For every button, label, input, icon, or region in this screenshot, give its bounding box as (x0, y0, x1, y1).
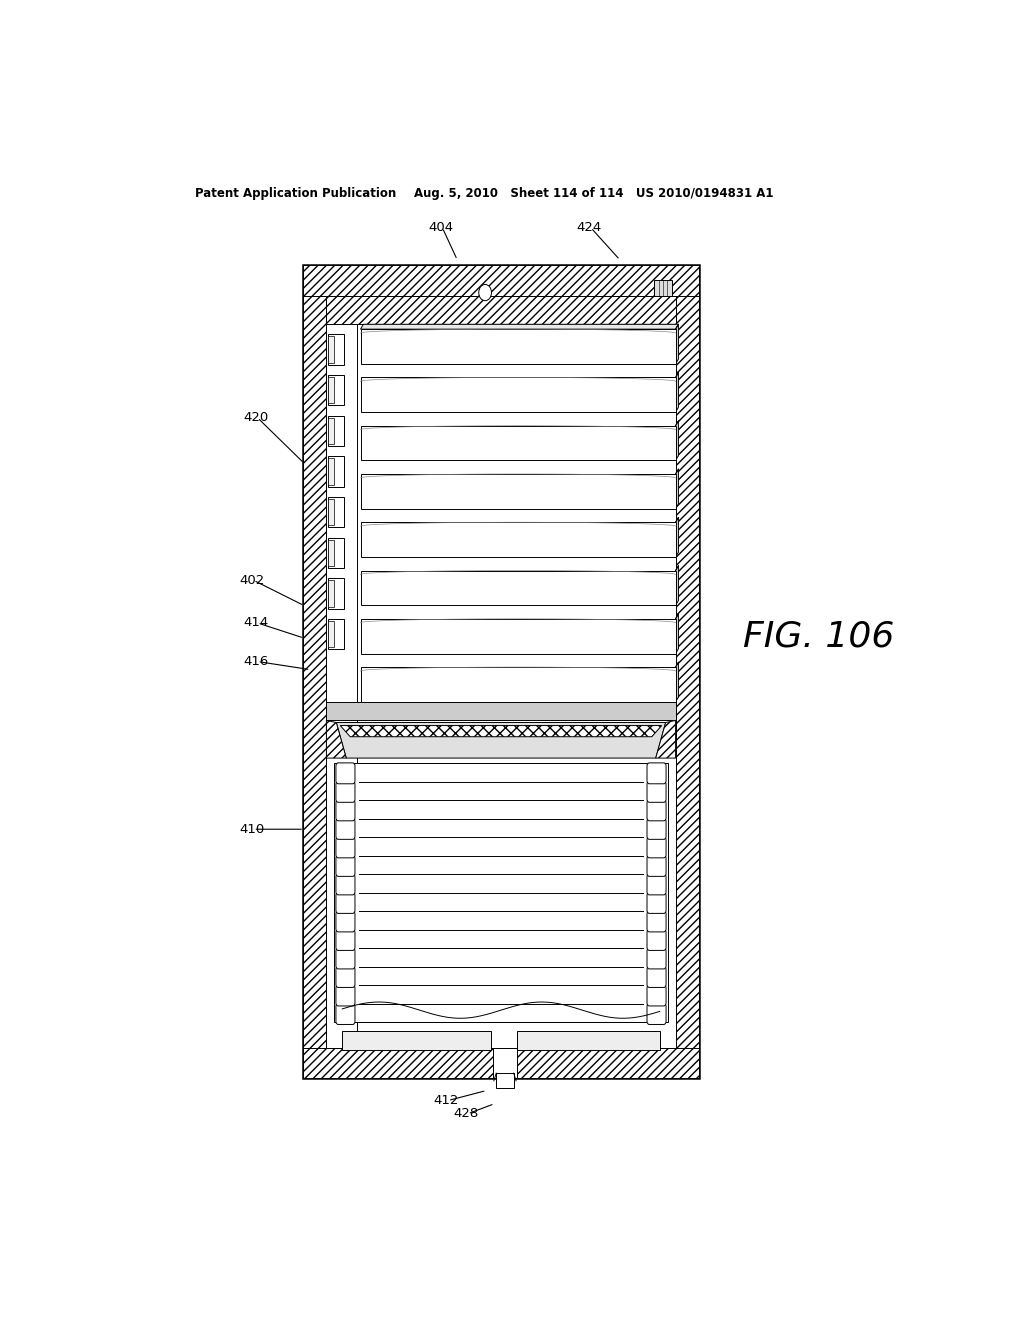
Bar (328, 337, 334, 363)
Bar (360, 523, 676, 557)
FancyBboxPatch shape (336, 837, 355, 858)
FancyBboxPatch shape (336, 800, 355, 821)
Bar (328, 458, 334, 484)
Bar (328, 496, 344, 528)
FancyBboxPatch shape (647, 818, 666, 840)
Bar (360, 619, 676, 653)
Bar (303, 265, 327, 1078)
Text: 416: 416 (243, 655, 268, 668)
FancyBboxPatch shape (647, 948, 666, 969)
Polygon shape (676, 469, 679, 508)
Text: 428: 428 (454, 1107, 478, 1121)
FancyBboxPatch shape (647, 985, 666, 1006)
FancyBboxPatch shape (336, 966, 355, 987)
Polygon shape (676, 517, 679, 557)
Bar (327, 296, 356, 1048)
Bar (328, 416, 344, 446)
Bar (328, 540, 334, 566)
Bar (328, 375, 344, 405)
Bar (360, 570, 676, 606)
Bar (360, 329, 676, 364)
Bar (327, 296, 676, 325)
Bar (328, 417, 334, 444)
Text: 402: 402 (240, 574, 264, 586)
Bar (328, 499, 334, 525)
FancyBboxPatch shape (336, 763, 355, 784)
Bar (328, 578, 344, 609)
Text: 424: 424 (577, 220, 602, 234)
FancyBboxPatch shape (336, 929, 355, 950)
Bar (328, 581, 334, 607)
Polygon shape (340, 726, 662, 737)
Circle shape (479, 284, 492, 301)
FancyBboxPatch shape (647, 1003, 666, 1024)
Bar (360, 426, 676, 461)
Text: Aug. 5, 2010   Sheet 114 of 114   US 2010/0194831 A1: Aug. 5, 2010 Sheet 114 of 114 US 2010/01… (414, 187, 773, 201)
FancyBboxPatch shape (647, 911, 666, 932)
FancyBboxPatch shape (336, 855, 355, 876)
Text: 410: 410 (240, 822, 264, 836)
FancyBboxPatch shape (336, 1003, 355, 1024)
Bar (328, 620, 334, 647)
Polygon shape (676, 421, 679, 461)
Polygon shape (676, 566, 679, 606)
Bar (328, 537, 344, 568)
Bar (303, 265, 699, 1078)
Bar (328, 619, 344, 649)
Bar (497, 1073, 514, 1089)
Bar (517, 1031, 659, 1049)
Bar (654, 280, 672, 296)
Bar (360, 378, 676, 412)
Polygon shape (676, 325, 679, 364)
FancyBboxPatch shape (647, 874, 666, 895)
FancyBboxPatch shape (647, 892, 666, 913)
Polygon shape (327, 721, 346, 758)
Text: FIG. 106: FIG. 106 (743, 619, 894, 653)
FancyBboxPatch shape (336, 818, 355, 840)
Polygon shape (676, 614, 679, 653)
FancyBboxPatch shape (336, 781, 355, 803)
Bar (303, 1048, 699, 1078)
Bar (328, 334, 344, 364)
Text: 404: 404 (428, 220, 453, 234)
Bar (342, 1031, 492, 1049)
FancyBboxPatch shape (336, 892, 355, 913)
Text: Patent Application Publication: Patent Application Publication (196, 187, 396, 201)
FancyBboxPatch shape (647, 800, 666, 821)
Bar (303, 265, 699, 296)
Bar (328, 378, 334, 404)
FancyBboxPatch shape (336, 948, 355, 969)
FancyBboxPatch shape (647, 855, 666, 876)
Bar (494, 1048, 517, 1078)
Bar (360, 667, 676, 702)
FancyBboxPatch shape (336, 985, 355, 1006)
Bar (334, 763, 668, 1022)
FancyBboxPatch shape (647, 781, 666, 803)
Polygon shape (676, 372, 679, 412)
Polygon shape (676, 663, 679, 702)
Bar (328, 457, 344, 487)
Bar (676, 265, 699, 1078)
FancyBboxPatch shape (647, 837, 666, 858)
Polygon shape (655, 721, 676, 758)
FancyBboxPatch shape (647, 929, 666, 950)
Polygon shape (360, 325, 679, 329)
FancyBboxPatch shape (336, 911, 355, 932)
Text: 420: 420 (243, 411, 268, 424)
FancyBboxPatch shape (647, 763, 666, 784)
Bar (360, 474, 676, 508)
FancyBboxPatch shape (647, 966, 666, 987)
FancyBboxPatch shape (336, 874, 355, 895)
Text: 412: 412 (433, 1094, 459, 1107)
Polygon shape (336, 722, 666, 758)
Text: 414: 414 (243, 616, 268, 630)
Bar (327, 702, 676, 721)
